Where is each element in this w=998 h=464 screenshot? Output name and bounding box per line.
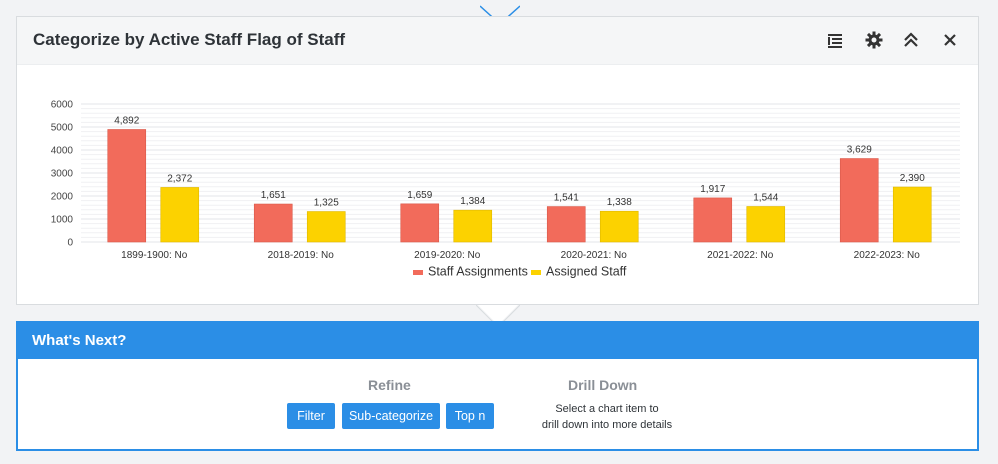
- data-label: 1,651: [261, 190, 286, 201]
- bar[interactable]: [693, 197, 733, 243]
- x-category-label: 2019-2020: No: [414, 250, 481, 261]
- card-header: Categorize by Active Staff Flag of Staff: [17, 17, 978, 65]
- card-title: Categorize by Active Staff Flag of Staff: [33, 30, 346, 49]
- chart-card: Categorize by Active Staff Flag of Staff: [16, 16, 979, 305]
- panel-pointer-icon: [476, 305, 520, 327]
- y-tick-label: 4000: [51, 146, 74, 157]
- x-category-label: 1899-1900: No: [121, 250, 188, 261]
- bar[interactable]: [160, 187, 200, 243]
- bar[interactable]: [306, 211, 346, 243]
- whats-next-title: What's Next?: [32, 332, 127, 349]
- y-tick-label: 6000: [51, 100, 74, 111]
- y-tick-label: 5000: [51, 123, 74, 134]
- gear-icon[interactable]: [864, 30, 884, 50]
- bar[interactable]: [453, 209, 493, 243]
- data-label: 1,384: [460, 196, 485, 207]
- drill-down-title: Drill Down: [568, 377, 638, 393]
- whats-next-panel: What's Next? Refine Drill Down Filter Su…: [16, 321, 979, 451]
- x-category-label: 2021-2022: No: [707, 250, 774, 261]
- bar[interactable]: [253, 203, 293, 243]
- drill-down-hint-line1: Select a chart item to: [555, 403, 659, 415]
- y-tick-label: 0: [67, 238, 73, 249]
- filter-button[interactable]: Filter: [287, 403, 335, 429]
- list-icon[interactable]: [825, 30, 845, 50]
- data-label: 1,659: [407, 190, 432, 201]
- data-label: 1,544: [753, 192, 778, 203]
- bar[interactable]: [746, 206, 786, 243]
- drill-down-hint-line2: drill down into more details: [541, 419, 673, 431]
- data-label: 1,541: [554, 193, 579, 204]
- legend-label: Staff Assignments: [428, 265, 528, 279]
- bar[interactable]: [400, 203, 440, 243]
- data-label: 2,372: [167, 173, 192, 184]
- collapse-icon[interactable]: [901, 30, 921, 50]
- x-category-label: 2022-2023: No: [854, 250, 921, 261]
- y-tick-label: 1000: [51, 215, 74, 226]
- bar[interactable]: [107, 129, 147, 243]
- y-tick-label: 2000: [51, 192, 74, 203]
- y-tick-label: 3000: [51, 169, 74, 180]
- bar[interactable]: [599, 210, 639, 243]
- legend-swatch: [413, 270, 423, 275]
- close-icon[interactable]: [940, 30, 960, 50]
- refine-title: Refine: [368, 377, 411, 393]
- whats-next-header: What's Next?: [18, 323, 977, 359]
- x-category-label: 2018-2019: No: [268, 250, 335, 261]
- legend-swatch: [531, 270, 541, 275]
- data-label: 4,892: [114, 115, 139, 126]
- legend-label: Assigned Staff: [546, 265, 627, 279]
- top-n-button[interactable]: Top n: [446, 403, 494, 429]
- sub-categorize-button[interactable]: Sub-categorize: [342, 403, 440, 429]
- bar[interactable]: [839, 158, 879, 243]
- data-label: 1,338: [607, 197, 632, 208]
- bar-chart: 0 1000 2000 3000 4000 5000 6000 4,892 2,372 1899-…: [51, 100, 960, 279]
- bar[interactable]: [892, 186, 932, 243]
- data-label: 1,917: [700, 184, 725, 195]
- data-label: 1,325: [314, 198, 339, 209]
- bar[interactable]: [546, 206, 586, 243]
- data-label: 2,390: [900, 173, 925, 184]
- x-category-label: 2020-2021: No: [561, 250, 628, 261]
- data-label: 3,629: [847, 145, 872, 156]
